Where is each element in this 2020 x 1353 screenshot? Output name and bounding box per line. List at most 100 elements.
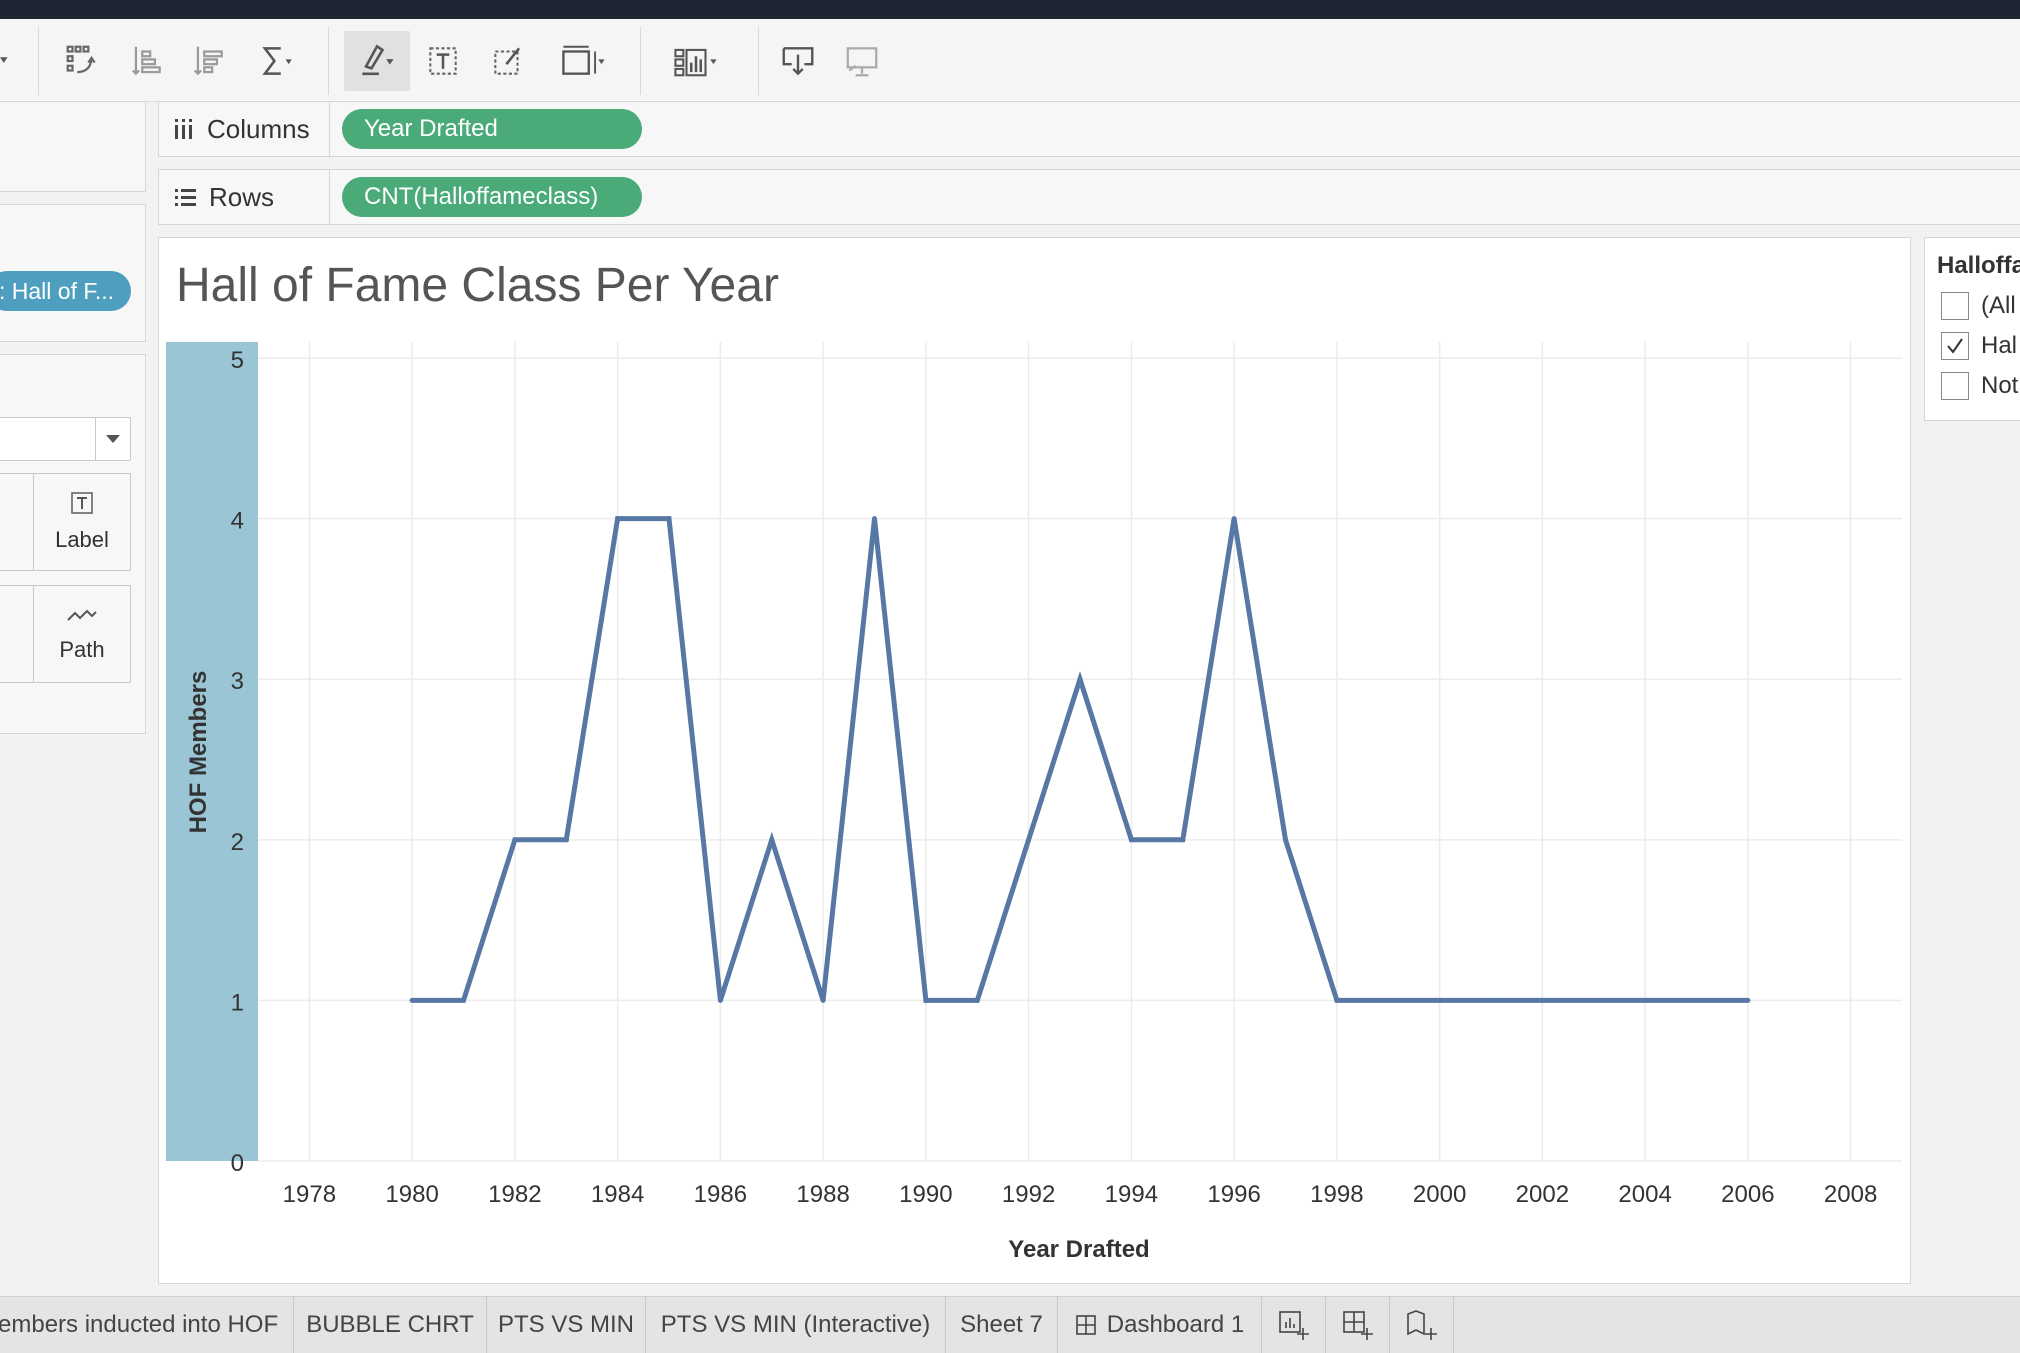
data-point[interactable] bbox=[1437, 997, 1443, 1003]
dropdown-arrow-icon[interactable] bbox=[0, 41, 20, 81]
filter-pill[interactable]: : Hall of F... bbox=[0, 271, 131, 311]
sort-ascending-icon[interactable] bbox=[127, 41, 167, 81]
checkbox-checked-icon[interactable] bbox=[1941, 332, 1969, 360]
tab-pts-vs-min[interactable]: PTS VS MIN bbox=[487, 1297, 646, 1353]
x-tick-label: 1992 bbox=[1002, 1181, 1055, 1208]
data-point[interactable] bbox=[1231, 516, 1237, 522]
marks-card: Label Path bbox=[0, 354, 146, 734]
fit-icon[interactable] bbox=[556, 41, 612, 81]
data-point[interactable] bbox=[461, 997, 466, 1003]
legend-item-label: (All bbox=[1981, 292, 2016, 319]
columns-shelf: Columns Year Drafted bbox=[158, 101, 2020, 157]
data-point[interactable] bbox=[1128, 837, 1134, 843]
x-tick-label: 2002 bbox=[1516, 1181, 1569, 1208]
sort-descending-icon[interactable] bbox=[189, 41, 229, 81]
tab-members-inducted[interactable]: embers inducted into HOF bbox=[0, 1297, 294, 1353]
x-tick-label: 2008 bbox=[1824, 1181, 1877, 1208]
legend-item-hall[interactable]: Hal bbox=[1941, 330, 2017, 362]
marks-type-dropdown[interactable] bbox=[0, 417, 131, 461]
legend-item-label: Hal bbox=[1981, 332, 2018, 359]
data-point[interactable] bbox=[1026, 837, 1032, 843]
data-point[interactable] bbox=[1642, 997, 1648, 1003]
rows-label-text: Rows bbox=[209, 181, 275, 212]
data-point[interactable] bbox=[1488, 997, 1494, 1003]
columns-pill-year-drafted[interactable]: Year Drafted bbox=[342, 109, 642, 149]
columns-icon bbox=[175, 119, 192, 139]
data-point[interactable] bbox=[974, 997, 980, 1003]
data-point[interactable] bbox=[563, 837, 569, 843]
tab-label: Sheet 7 bbox=[960, 1311, 1043, 1338]
tab-pts-vs-min-interactive[interactable]: PTS VS MIN (Interactive) bbox=[646, 1297, 946, 1353]
y-tick-label: 4 bbox=[231, 508, 244, 535]
path-mark-button[interactable]: Path bbox=[33, 585, 131, 683]
checkbox-icon[interactable] bbox=[1941, 372, 1969, 400]
highlight-icon[interactable] bbox=[344, 31, 410, 91]
tab-label: PTS VS MIN bbox=[497, 1311, 635, 1338]
window-top-bar bbox=[0, 0, 2020, 19]
text-label-icon[interactable] bbox=[423, 41, 463, 81]
data-point[interactable] bbox=[1077, 676, 1083, 682]
data-point[interactable] bbox=[717, 997, 723, 1003]
tab-sheet-7[interactable]: Sheet 7 bbox=[946, 1297, 1058, 1353]
label-icon bbox=[71, 492, 93, 514]
data-point[interactable] bbox=[1334, 997, 1340, 1003]
data-point[interactable] bbox=[1539, 997, 1545, 1003]
data-point[interactable] bbox=[820, 997, 826, 1003]
x-tick-label: 1980 bbox=[385, 1181, 438, 1208]
data-point[interactable] bbox=[1591, 997, 1597, 1003]
pages-card bbox=[0, 101, 146, 192]
x-tick-label: 1994 bbox=[1105, 1181, 1158, 1208]
x-axis-ticks: 1978 1980 1982 1984 1986 1988 1990 1992 1994 1996… bbox=[283, 1181, 1878, 1208]
legend-item-not[interactable]: Not bbox=[1941, 370, 2018, 402]
new-dashboard-icon[interactable] bbox=[1326, 1297, 1390, 1353]
show-me-icon[interactable] bbox=[664, 41, 728, 81]
toolbar-separator bbox=[758, 27, 759, 95]
totals-icon[interactable] bbox=[256, 41, 296, 81]
label-mark-button[interactable]: Label bbox=[33, 473, 131, 571]
sheet-tab-bar: embers inducted into HOF BUBBLE CHRT PTS… bbox=[0, 1296, 2020, 1353]
label-button-text: Label bbox=[55, 527, 109, 552]
series-line[interactable] bbox=[412, 516, 1748, 1003]
viz-pane bbox=[158, 237, 1911, 1284]
tab-label: Dashboard 1 bbox=[1106, 1311, 1245, 1338]
data-point[interactable] bbox=[409, 997, 415, 1003]
checkbox-icon[interactable] bbox=[1941, 292, 1969, 320]
x-tick-label: 1986 bbox=[694, 1181, 747, 1208]
data-point[interactable] bbox=[1385, 997, 1391, 1003]
data-point[interactable] bbox=[666, 516, 672, 522]
data-point[interactable] bbox=[872, 516, 877, 522]
rows-pill-cnt-halloffameclass[interactable]: CNT(Halloffameclass) bbox=[342, 177, 642, 217]
x-tick-label: 2006 bbox=[1721, 1181, 1774, 1208]
x-tick-label: 1990 bbox=[899, 1181, 952, 1208]
data-point[interactable] bbox=[1283, 837, 1288, 843]
toolbar bbox=[0, 19, 2020, 102]
data-point[interactable] bbox=[769, 837, 775, 843]
present-icon[interactable] bbox=[842, 41, 882, 81]
tooltip-mark-button[interactable] bbox=[0, 585, 37, 683]
series-layer bbox=[409, 516, 1751, 1003]
x-tick-label: 1998 bbox=[1310, 1181, 1363, 1208]
data-point[interactable] bbox=[615, 516, 621, 522]
x-tick-label: 1988 bbox=[796, 1181, 849, 1208]
rows-icon bbox=[175, 189, 196, 206]
data-point[interactable] bbox=[1180, 837, 1186, 843]
legend-item-all[interactable]: (All bbox=[1941, 290, 2016, 322]
y-tick-label: 0 bbox=[231, 1150, 244, 1177]
data-point[interactable] bbox=[1694, 997, 1699, 1003]
columns-label-text: Columns bbox=[207, 113, 310, 144]
y-tick-label: 1 bbox=[231, 989, 244, 1016]
tab-dashboard-1[interactable]: Dashboard 1 bbox=[1058, 1297, 1262, 1353]
download-icon[interactable] bbox=[778, 41, 818, 81]
data-point[interactable] bbox=[923, 997, 929, 1003]
swap-icon[interactable] bbox=[62, 41, 102, 81]
data-point[interactable] bbox=[1745, 997, 1751, 1003]
y-tick-label: 2 bbox=[231, 829, 244, 856]
legend-item-label: Not bbox=[1981, 372, 2019, 399]
data-point[interactable] bbox=[512, 837, 518, 843]
toolbar-separator bbox=[640, 27, 641, 95]
annotate-icon[interactable] bbox=[488, 41, 528, 81]
new-worksheet-icon[interactable] bbox=[1262, 1297, 1326, 1353]
x-tick-label: 1984 bbox=[591, 1181, 644, 1208]
tab-bubble-chrt[interactable]: BUBBLE CHRT bbox=[294, 1297, 487, 1353]
new-story-icon[interactable] bbox=[1390, 1297, 1454, 1353]
